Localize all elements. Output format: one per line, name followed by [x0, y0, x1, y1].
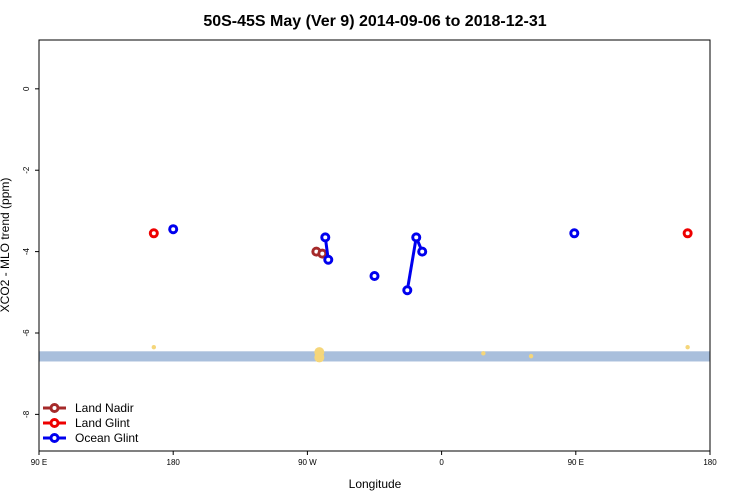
- land-spot: [685, 345, 690, 350]
- land-spot: [481, 351, 486, 356]
- y-tick-label: 0: [22, 86, 31, 91]
- land-spots: [151, 345, 690, 363]
- x-tick-label: 180: [703, 458, 717, 467]
- data-point: [369, 271, 380, 282]
- y-axis-label: XCO2 - MLO trend (ppm): [0, 178, 12, 313]
- data-point: [402, 285, 413, 296]
- y-axis-ticks: 0 -2 -4 -6 -8: [22, 86, 39, 418]
- land-spot: [314, 352, 325, 363]
- y-tick-label: -4: [22, 248, 31, 256]
- legend-marker: [49, 418, 60, 428]
- y-tick-label: -6: [22, 329, 31, 337]
- legend-item: Land Nadir: [43, 401, 134, 415]
- y-tick-label: -8: [22, 410, 31, 418]
- data-point: [320, 232, 331, 243]
- data-point: [569, 228, 580, 239]
- data-series: [148, 224, 693, 296]
- land-band: [39, 351, 710, 362]
- x-tick-label: 90 E: [31, 458, 47, 467]
- land-band-rect: [39, 351, 710, 362]
- legend-label: Land Glint: [75, 416, 130, 430]
- data-point: [148, 228, 159, 239]
- data-point: [168, 224, 179, 235]
- legend-marker: [49, 433, 60, 443]
- plot-frame: [38, 39, 711, 452]
- y-tick-label: -2: [22, 166, 31, 174]
- land-spot: [151, 345, 157, 350]
- x-tick-label: 0: [439, 458, 444, 467]
- x-axis-ticks: 90 E 180 90 W 0 90 E 180: [31, 451, 717, 467]
- x-tick-label: 180: [167, 458, 181, 467]
- chart-title: 50S-45S May (Ver 9) 2014-09-06 to 2018-1…: [203, 13, 546, 30]
- data-point: [323, 254, 334, 265]
- data-point: [417, 246, 428, 257]
- x-tick-label: 90 W: [298, 458, 317, 467]
- series-line: [405, 237, 418, 291]
- data-point: [317, 248, 328, 259]
- data-point: [682, 228, 693, 239]
- x-tick-label: 90 E: [568, 458, 584, 467]
- legend-label: Ocean Glint: [75, 431, 139, 445]
- series-land-nadir: [311, 246, 328, 259]
- legend-item: Land Glint: [43, 416, 130, 430]
- x-axis-label: Longitude: [349, 477, 402, 491]
- legend-item: Ocean Glint: [43, 431, 139, 445]
- land-spot: [528, 353, 534, 359]
- legend-label: Land Nadir: [75, 401, 134, 415]
- legend-marker: [49, 403, 60, 413]
- series-ocean-glint: [168, 224, 580, 296]
- series-land-glint: [148, 228, 693, 239]
- data-point: [411, 232, 422, 243]
